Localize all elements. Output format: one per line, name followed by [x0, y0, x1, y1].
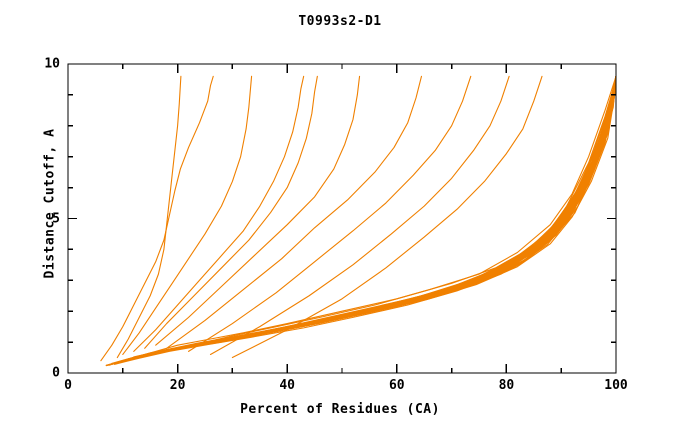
series-line — [119, 75, 616, 363]
x-tick-label: 60 — [388, 378, 405, 393]
series-line — [166, 75, 423, 349]
x-tick-label: 80 — [498, 378, 515, 393]
curves-group — [100, 75, 616, 367]
x-axis-label: Percent of Residues (CA) — [240, 402, 440, 417]
series-line — [122, 75, 616, 362]
y-tick-label: 0 — [52, 365, 60, 381]
series-line — [209, 75, 510, 356]
x-tick-label: 20 — [169, 378, 186, 393]
chart-title: T0993s2-D1 — [298, 14, 382, 29]
series-line — [116, 75, 616, 364]
series-line — [122, 75, 253, 356]
axes-layer — [67, 63, 617, 374]
series-line — [124, 85, 616, 362]
series-line — [130, 78, 616, 359]
series-line — [155, 75, 361, 346]
x-tick-label: 40 — [279, 378, 296, 393]
series-line — [127, 78, 616, 360]
series-line — [111, 75, 616, 365]
series-line — [188, 75, 472, 352]
plot-frame — [67, 63, 617, 374]
series-line — [133, 77, 616, 358]
series-line — [116, 75, 182, 359]
series-line — [130, 77, 616, 359]
series-line — [108, 77, 616, 366]
series-line — [119, 88, 616, 363]
series-line — [119, 75, 616, 363]
series-line — [111, 75, 616, 364]
x-tick-label: 0 — [64, 378, 72, 393]
series-line — [100, 75, 214, 362]
series-line — [144, 75, 318, 349]
series-line — [122, 75, 616, 362]
series-line — [133, 75, 305, 352]
series-line — [111, 75, 616, 365]
series-line — [119, 75, 616, 363]
x-tick-label: 100 — [604, 378, 628, 393]
series-line — [119, 75, 616, 363]
series-line — [127, 78, 616, 360]
series-line — [111, 75, 616, 365]
series-line — [231, 75, 543, 359]
series-layer — [100, 75, 616, 367]
series-line — [111, 75, 616, 365]
series-line — [108, 77, 616, 366]
y-tick-label: 5 — [52, 211, 60, 226]
series-line — [122, 85, 616, 362]
y-tick-label: 10 — [44, 56, 60, 72]
series-line — [111, 75, 616, 365]
series-line — [119, 75, 616, 363]
